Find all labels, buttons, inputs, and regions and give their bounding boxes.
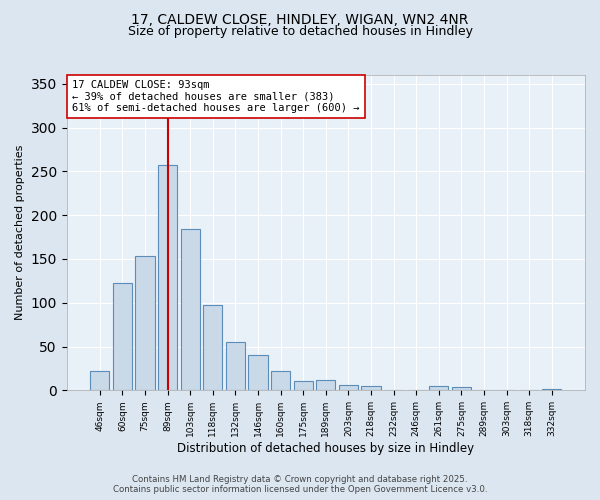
Bar <box>158 165 177 390</box>
Bar <box>90 371 109 390</box>
Bar <box>181 229 200 390</box>
Bar <box>271 371 290 390</box>
Bar <box>226 342 245 390</box>
Bar <box>429 386 448 390</box>
Bar <box>248 356 268 390</box>
Text: Contains public sector information licensed under the Open Government Licence v3: Contains public sector information licen… <box>113 484 487 494</box>
Bar <box>361 386 380 390</box>
Bar <box>293 380 313 390</box>
X-axis label: Distribution of detached houses by size in Hindley: Distribution of detached houses by size … <box>177 442 475 455</box>
Text: Size of property relative to detached houses in Hindley: Size of property relative to detached ho… <box>128 25 473 38</box>
Bar <box>136 256 155 390</box>
Bar <box>452 387 471 390</box>
Bar <box>203 306 223 390</box>
Text: 17 CALDEW CLOSE: 93sqm
← 39% of detached houses are smaller (383)
61% of semi-de: 17 CALDEW CLOSE: 93sqm ← 39% of detached… <box>72 80 359 113</box>
Text: 17, CALDEW CLOSE, HINDLEY, WIGAN, WN2 4NR: 17, CALDEW CLOSE, HINDLEY, WIGAN, WN2 4N… <box>131 12 469 26</box>
Bar <box>113 284 132 391</box>
Y-axis label: Number of detached properties: Number of detached properties <box>15 145 25 320</box>
Bar <box>316 380 335 390</box>
Bar <box>339 385 358 390</box>
Text: Contains HM Land Registry data © Crown copyright and database right 2025.: Contains HM Land Registry data © Crown c… <box>132 475 468 484</box>
Bar <box>542 388 562 390</box>
